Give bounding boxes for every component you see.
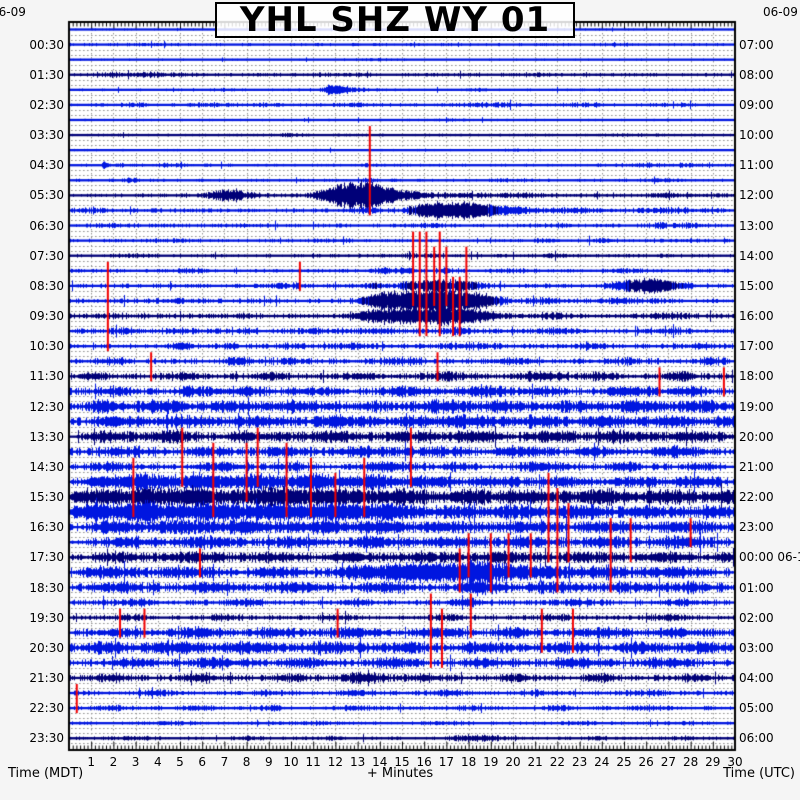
left-time-label: 17:30 <box>29 550 64 565</box>
left-time-label: 02:30 <box>29 97 64 112</box>
left-time-label: 20:30 <box>29 640 64 655</box>
right-time-label: 00:00 06-10 <box>739 550 800 565</box>
minute-label: 12 <box>327 755 344 769</box>
right-time-label: 09:00 <box>739 97 774 112</box>
right-time-label: 13:00 <box>739 218 774 233</box>
minute-label: 17 <box>438 755 455 769</box>
right-time-label: 01:00 <box>739 580 774 595</box>
minute-label: 28 <box>682 755 699 769</box>
minute-label: 18 <box>460 755 477 769</box>
left-time-label: 19:30 <box>29 610 64 625</box>
minute-label: 23 <box>571 755 588 769</box>
right-time-label: 17:00 <box>739 339 774 354</box>
minute-label: 4 <box>153 755 162 769</box>
right-time-label: 02:00 <box>739 610 774 625</box>
minute-label: 13 <box>349 755 366 769</box>
left-time-label: 11:30 <box>29 369 64 384</box>
left-time-label: 06:30 <box>29 218 64 233</box>
minute-label: 20 <box>505 755 521 769</box>
right-time-label: 14:00 <box>739 248 774 263</box>
minute-label: 30 <box>727 755 743 769</box>
right-time-label: 10:00 <box>739 128 774 143</box>
left-time-label: 15:30 <box>29 490 64 504</box>
minute-label: 25 <box>616 755 632 769</box>
minute-label: 24 <box>594 755 610 769</box>
left-time-label: 16:30 <box>29 520 64 535</box>
minute-label: 9 <box>264 755 273 769</box>
right-time-label: 06:00 <box>739 731 774 746</box>
minute-label: 15 <box>394 755 410 769</box>
left-time-label: 09:30 <box>29 309 64 323</box>
minute-label: 19 <box>483 755 499 769</box>
left-time-label: 07:30 <box>29 248 64 263</box>
minute-label: 2 <box>109 755 118 769</box>
right-time-label: 19:00 <box>739 399 774 414</box>
minute-label: 11 <box>305 755 321 769</box>
left-time-label: 00:30 <box>29 37 64 52</box>
left-time-label: 04:30 <box>29 158 64 173</box>
left-time-label: 01:30 <box>29 67 64 82</box>
right-time-label: 08:00 <box>739 67 774 82</box>
right-time-label: 03:00 <box>739 640 774 655</box>
left-time-label: 23:30 <box>29 731 64 746</box>
minute-label: 29 <box>705 755 721 769</box>
right-time-label: 12:00 <box>739 188 774 203</box>
right-time-label: 11:00 <box>739 158 774 173</box>
right-time-label: 23:00 <box>739 520 774 535</box>
right-time-label: 07:00 <box>739 37 774 52</box>
minute-label: 3 <box>131 755 140 769</box>
minute-label: 27 <box>660 755 677 769</box>
minute-label: 26 <box>638 755 654 769</box>
axis-label-plus-minutes: + Minutes <box>366 766 434 781</box>
right-time-label: 04:00 <box>739 670 774 685</box>
left-time-label: 08:30 <box>29 278 64 293</box>
right-time-label: 22:00 <box>739 490 774 504</box>
minute-label: 21 <box>527 755 543 769</box>
minute-label: 16 <box>416 755 432 769</box>
right-time-label: 05:00 <box>739 701 774 716</box>
date-label-mdt: 06-09 <box>0 5 26 19</box>
left-time-label: 10:30 <box>29 339 64 354</box>
axis-label-time-mdt: Time (MDT) <box>8 766 84 781</box>
right-time-label: 18:00 <box>739 369 774 384</box>
minute-label: 1 <box>87 755 96 769</box>
minute-label: 6 <box>198 755 207 769</box>
left-time-label: 22:30 <box>29 701 64 716</box>
left-time-label: 05:30 <box>29 188 64 203</box>
station-title: YHL SHZ WY 01 <box>239 0 551 40</box>
date-label-utc: 06-09 <box>763 5 798 19</box>
axis-label-time-utc: Time (UTC) <box>723 766 795 781</box>
left-time-label: 13:30 <box>29 429 64 444</box>
right-time-label: 21:00 <box>739 459 774 474</box>
minute-label: 8 <box>242 755 251 769</box>
left-time-label: 18:30 <box>29 580 64 595</box>
minute-label: 7 <box>220 755 229 769</box>
minute-label: 5 <box>176 755 184 769</box>
minute-label: 10 <box>283 755 299 769</box>
right-time-label: 15:00 <box>739 278 774 293</box>
minute-label: 22 <box>549 755 566 769</box>
station-title-box: YHL SHZ WY 01 <box>215 0 575 40</box>
left-time-label: 14:30 <box>29 459 64 474</box>
right-time-label: 16:00 <box>739 309 774 323</box>
left-time-label: 03:30 <box>29 128 64 143</box>
left-time-label: 12:30 <box>29 399 64 414</box>
minute-label: 14 <box>372 755 388 769</box>
right-time-label: 20:00 <box>739 429 774 444</box>
left-time-label: 21:30 <box>29 670 64 685</box>
